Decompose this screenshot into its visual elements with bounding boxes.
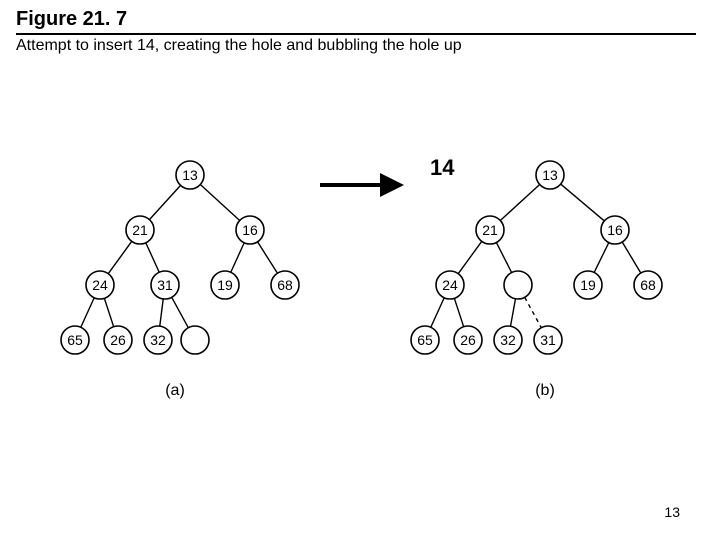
tree-edge [431, 298, 444, 328]
tree-edge [200, 184, 239, 220]
tree-edge [108, 241, 132, 273]
heap-trees-svg: 13 21 16 24 31 19 68 65 26 32 13 21 16 24 19 68 65 26 32 31… [40, 145, 680, 435]
subfigure-label-b: (b) [535, 382, 555, 399]
tree-node-label: 16 [607, 222, 623, 238]
tree-edge [81, 298, 94, 328]
tree-edge [511, 299, 516, 326]
tree-edge [160, 299, 163, 326]
tree-node-label: 32 [500, 332, 516, 348]
insert-value-label: 14 [430, 155, 455, 180]
tree-edge [496, 242, 511, 272]
tree-node-label: 13 [542, 167, 558, 183]
tree-node-label: 24 [442, 277, 458, 293]
tree-node-label: 31 [157, 277, 173, 293]
tree-edge [458, 241, 482, 273]
subfigure-label-a: (a) [165, 382, 185, 399]
tree-node-label: 26 [110, 332, 126, 348]
tree-node-label: 65 [417, 332, 433, 348]
figure-header: Figure 21. 7 Attempt to insert 14, creat… [0, 0, 720, 55]
tree-node-label: 13 [182, 167, 198, 183]
tree-node-label: 68 [277, 277, 293, 293]
tree-node-label: 65 [67, 332, 83, 348]
page-number: 13 [664, 504, 680, 520]
tree-edge [561, 184, 605, 221]
tree-edge [172, 297, 189, 327]
tree-node-label: 16 [242, 222, 258, 238]
tree-node-label: 19 [217, 277, 233, 293]
tree-node-label: 32 [150, 332, 166, 348]
tree-node-label: 21 [482, 222, 498, 238]
tree-node-hole [504, 271, 532, 299]
figure-caption: Attempt to insert 14, creating the hole … [16, 37, 704, 55]
tree-edge [146, 243, 159, 273]
tree-node-label: 68 [640, 277, 656, 293]
tree-edge [258, 242, 278, 273]
tree-node-label: 21 [132, 222, 148, 238]
tree-node-hole [181, 326, 209, 354]
tree-edge [525, 297, 542, 327]
diagram-container: 13 21 16 24 31 19 68 65 26 32 13 21 16 24 19 68 65 26 32 31… [0, 145, 720, 435]
tree-edge [231, 243, 244, 273]
tree-node-label: 26 [460, 332, 476, 348]
tree-edge [500, 184, 539, 220]
tree-edge [149, 185, 180, 219]
tree-node-label: 24 [92, 277, 108, 293]
figure-title: Figure 21. 7 [16, 8, 696, 35]
tree-node-label: 19 [580, 277, 596, 293]
tree-edge [622, 242, 641, 273]
tree-edge [104, 298, 113, 326]
tree-edge [594, 243, 609, 273]
tree-node-label: 31 [540, 332, 556, 348]
tree-edge [454, 298, 463, 326]
